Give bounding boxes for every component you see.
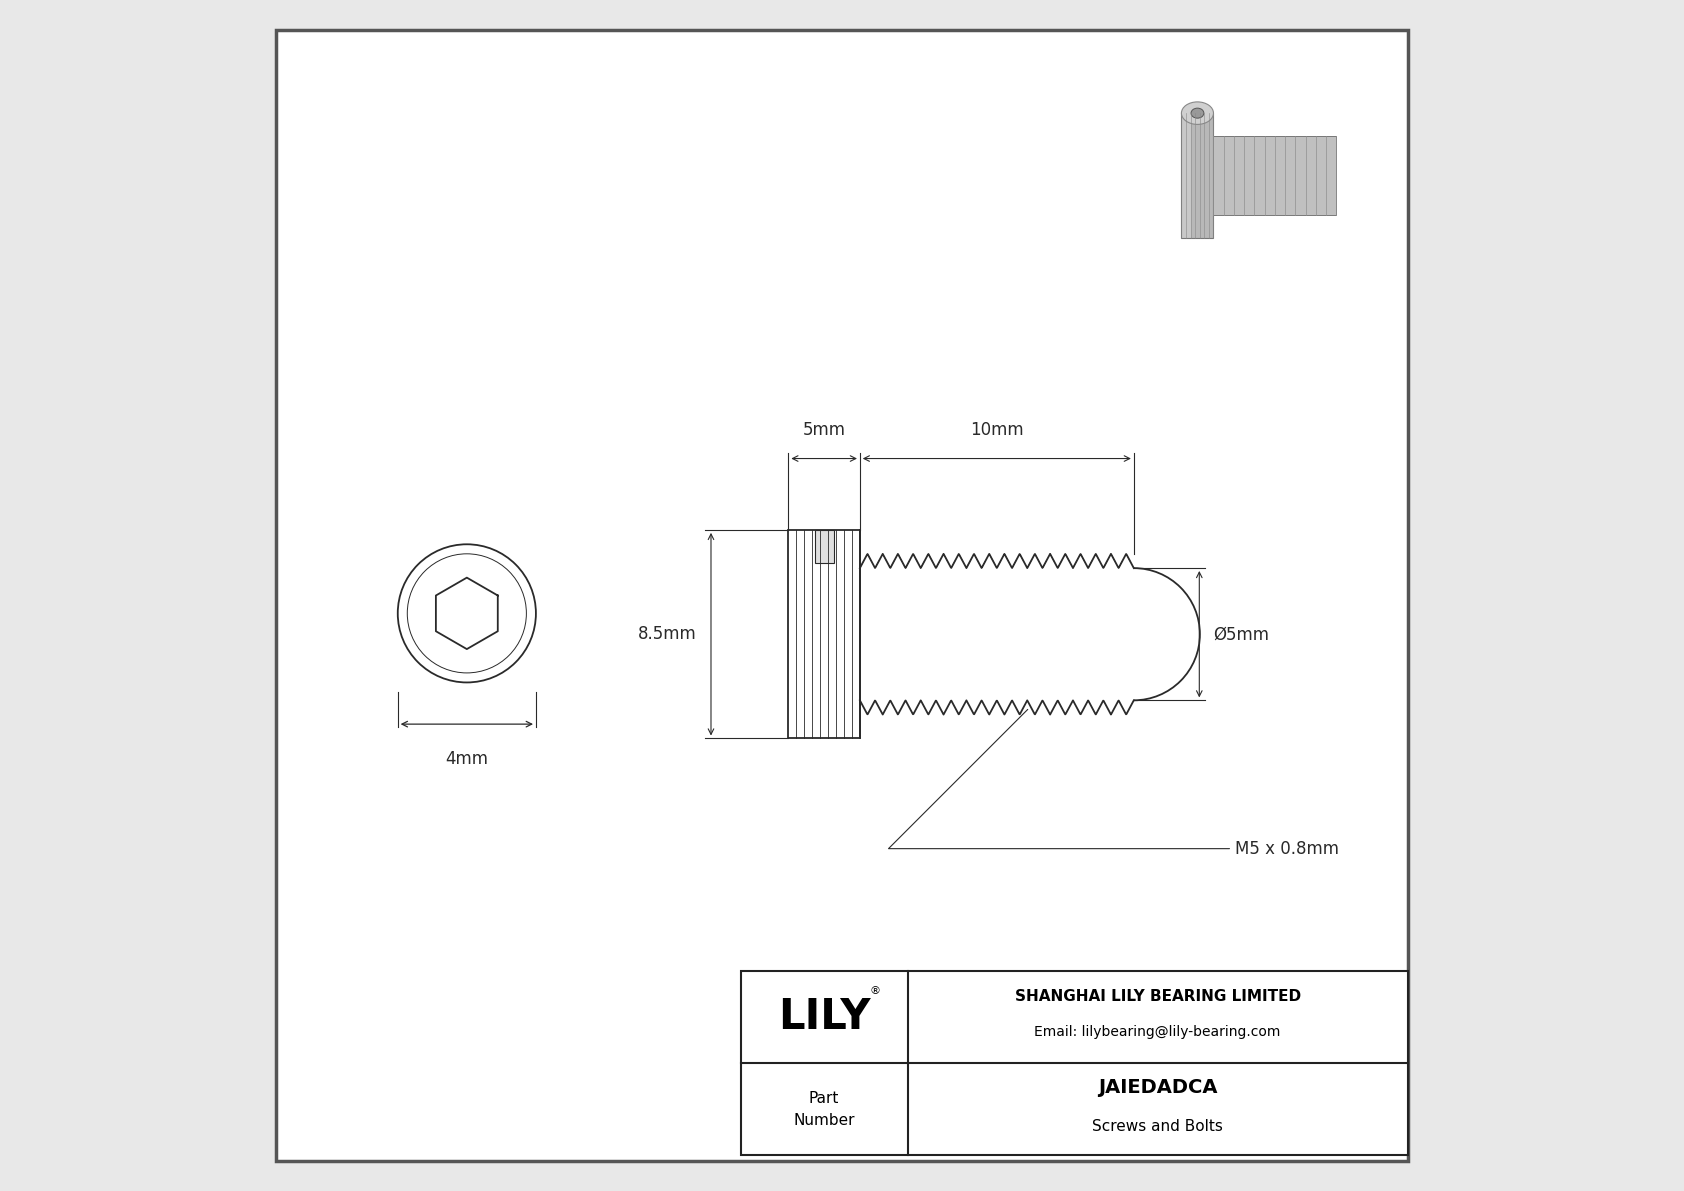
Text: M5 x 0.8mm: M5 x 0.8mm — [889, 710, 1339, 858]
Text: 5mm: 5mm — [803, 422, 845, 439]
Text: 4mm: 4mm — [445, 750, 488, 768]
Text: SHANGHAI LILY BEARING LIMITED: SHANGHAI LILY BEARING LIMITED — [1014, 989, 1300, 1004]
FancyBboxPatch shape — [276, 30, 1408, 1161]
FancyBboxPatch shape — [741, 971, 1408, 1155]
Text: Email: lilybearing@lily-bearing.com: Email: lilybearing@lily-bearing.com — [1034, 1025, 1282, 1040]
FancyBboxPatch shape — [1214, 136, 1337, 216]
Text: Part
Number: Part Number — [793, 1091, 855, 1128]
FancyBboxPatch shape — [1182, 113, 1214, 238]
FancyBboxPatch shape — [1182, 113, 1191, 238]
Text: JAIEDADCA: JAIEDADCA — [1098, 1078, 1218, 1097]
Ellipse shape — [1191, 108, 1204, 118]
FancyBboxPatch shape — [815, 530, 834, 563]
Text: 10mm: 10mm — [970, 422, 1024, 439]
Text: ®: ® — [869, 986, 881, 996]
Text: Screws and Bolts: Screws and Bolts — [1093, 1120, 1223, 1135]
Text: 8.5mm: 8.5mm — [638, 625, 697, 643]
Text: Ø5mm: Ø5mm — [1214, 625, 1270, 643]
FancyBboxPatch shape — [788, 530, 861, 738]
Text: LILY: LILY — [778, 996, 871, 1037]
Ellipse shape — [1182, 102, 1214, 124]
